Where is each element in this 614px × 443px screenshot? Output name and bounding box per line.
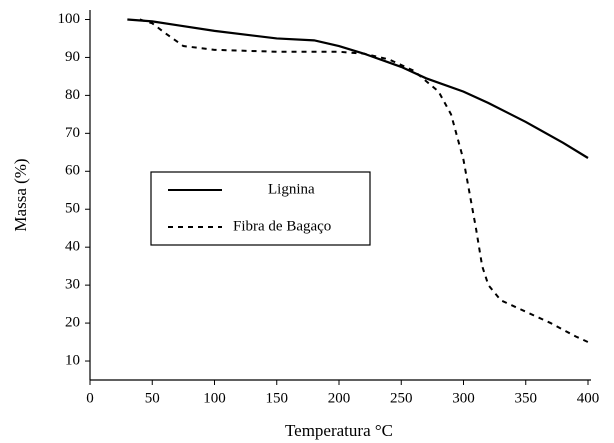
y-tick-label: 90	[65, 49, 80, 65]
x-tick-label: 150	[266, 390, 289, 406]
legend-label: Fibra de Bagaço	[233, 218, 331, 234]
x-tick-label: 100	[203, 390, 226, 406]
legend-label: Lignina	[268, 181, 315, 197]
y-axis-label: Massa (%)	[11, 158, 30, 231]
y-tick-label: 10	[65, 352, 80, 368]
y-tick-label: 30	[65, 277, 80, 293]
x-tick-label: 0	[86, 390, 94, 406]
y-tick-label: 80	[65, 87, 80, 103]
x-tick-label: 250	[390, 390, 413, 406]
y-tick-label: 20	[65, 315, 80, 331]
legend-box	[150, 171, 371, 246]
x-tick-label: 300	[452, 390, 475, 406]
x-tick-label: 400	[577, 390, 600, 406]
x-tick-label: 50	[145, 390, 160, 406]
y-tick-label: 70	[65, 125, 80, 141]
data-line	[139, 18, 589, 343]
y-tick-label: 40	[65, 239, 80, 255]
y-tick-label: 50	[65, 201, 80, 217]
y-tick-label: 100	[58, 11, 81, 27]
x-tick-label: 350	[515, 390, 538, 406]
x-tick-label: 200	[328, 390, 351, 406]
y-tick-label: 60	[65, 163, 80, 179]
x-axis-label: Temperatura °C	[285, 421, 393, 440]
data-line	[127, 18, 589, 159]
